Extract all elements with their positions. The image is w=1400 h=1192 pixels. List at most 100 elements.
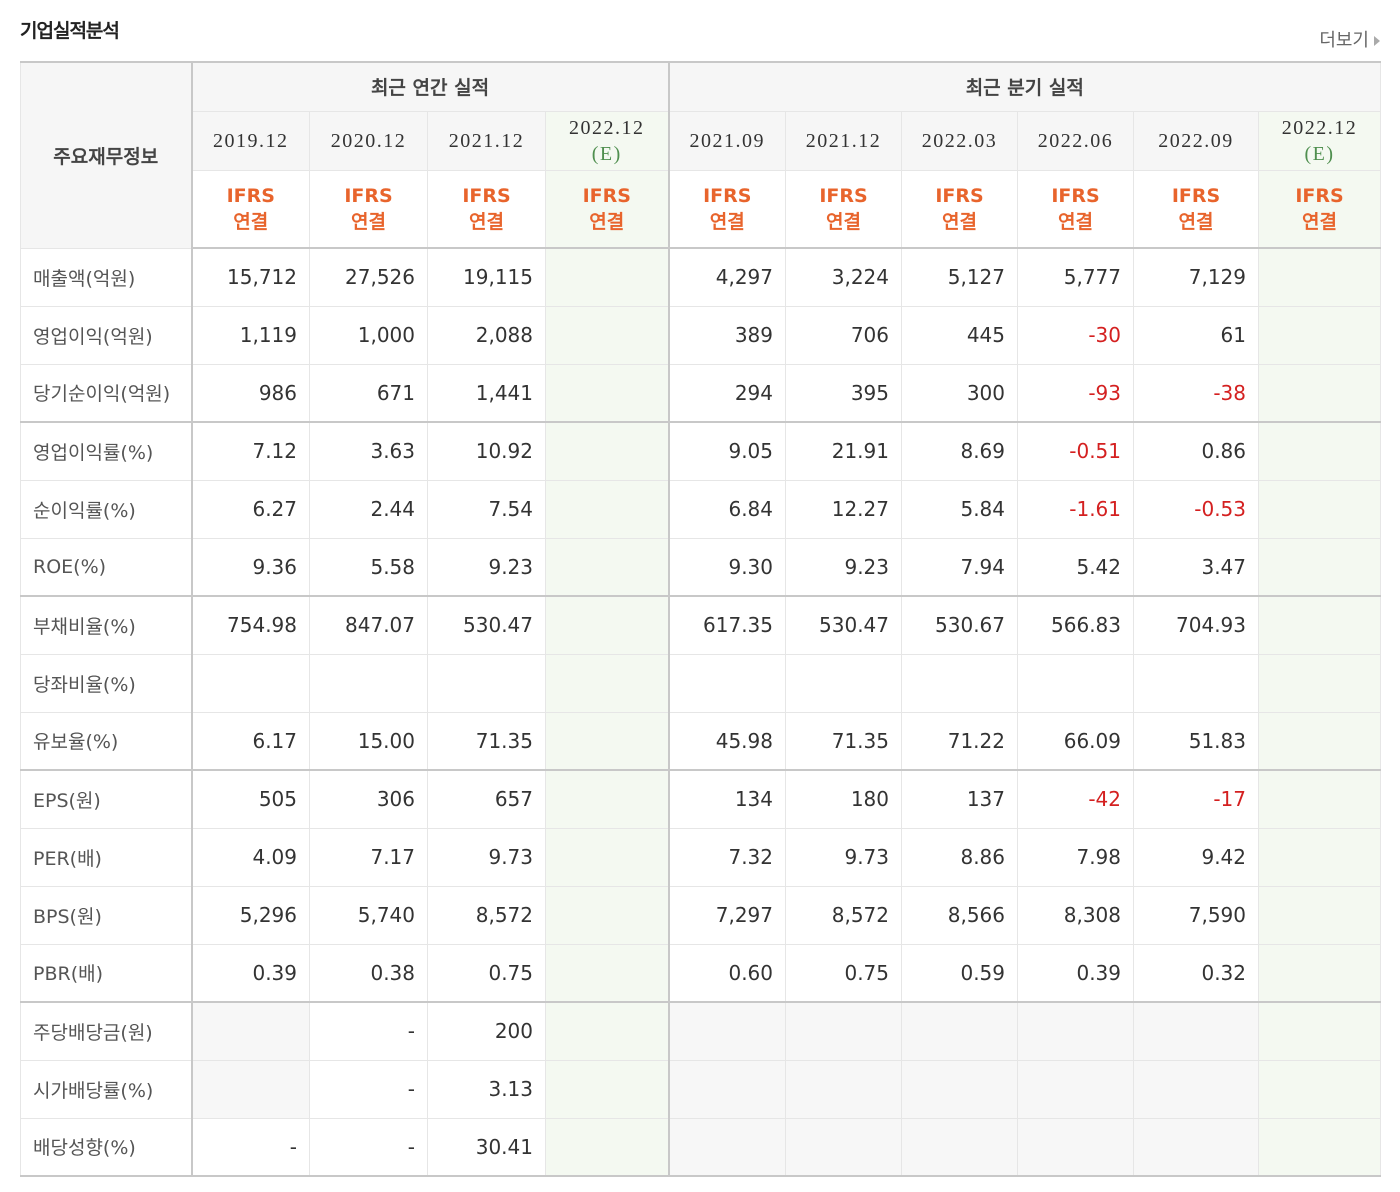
value-cell: - [309,1001,428,1061]
basis-line: IFRS [819,184,868,207]
value-cell: 15.00 [309,711,428,771]
value-cell [545,421,669,481]
value-cell [191,653,310,713]
value-cell: 530.47 [427,595,546,655]
value-cell [427,653,546,713]
value-cell: 5,127 [901,247,1018,307]
value-cell: 134 [667,769,786,829]
row-label: 주당배당금(원) [20,1001,193,1061]
value-cell [1258,711,1381,771]
row-label: 매출액(억원) [20,247,193,307]
value-cell [1017,1001,1134,1061]
estimate-mark: (E) [1304,142,1335,165]
value-cell: 3.63 [309,421,428,481]
basis-line: 연결 [709,210,745,233]
group-header: 최근 연간 실적 [191,61,669,112]
value-cell: 5.42 [1017,537,1134,597]
value-cell: 657 [427,769,546,829]
value-cell [1133,1117,1259,1177]
value-cell: 7,129 [1133,247,1259,307]
data-row: ROE(%) 9.36 5.58 9.23 9.30 9.23 7.94 5.42 3.47 [20,537,1381,597]
row-label: 배당성향(%) [20,1117,193,1177]
basis-line: IFRS [462,184,511,207]
more-link[interactable]: 더보기 [1319,26,1380,52]
value-cell: 0.32 [1133,943,1259,1003]
value-cell: 8,566 [901,885,1018,945]
value-cell: 2,088 [427,305,546,365]
basis-line: 연결 [469,210,504,233]
value-cell: 7.98 [1017,827,1134,887]
value-cell: -42 [1017,769,1134,829]
row-label: PBR(배) [20,943,193,1003]
value-cell: -1.61 [1017,479,1134,539]
value-cell [545,305,669,365]
value-cell [1258,595,1381,655]
estimate-mark: (E) [591,142,622,165]
basis-header: IFRS 연결 [191,169,310,249]
period: 2022.03 [921,129,998,152]
value-cell: 0.59 [901,943,1018,1003]
value-cell [667,1001,786,1061]
value-cell: - [309,1059,428,1119]
row-label: 당기순이익(억원) [20,363,193,423]
value-cell: 9.73 [427,827,546,887]
value-cell: 1,000 [309,305,428,365]
value-cell [1017,1117,1134,1177]
row-label: PER(배) [20,827,193,887]
value-cell: - [191,1117,310,1177]
value-cell [545,247,669,307]
value-cell: 3.13 [427,1059,546,1119]
data-row: 주당배당금(원) -200 [20,1001,1381,1061]
value-cell: 4,297 [667,247,786,307]
value-cell: 45.98 [667,711,786,771]
value-cell: 4.09 [191,827,310,887]
value-cell: 5,296 [191,885,310,945]
value-cell: 7.32 [667,827,786,887]
value-cell: -0.53 [1133,479,1259,539]
basis-line: 연결 [233,210,269,233]
value-cell: 671 [309,363,428,423]
value-cell [1258,653,1381,713]
period: 2022.12 [1281,116,1358,139]
value-cell [1133,653,1259,713]
data-row: 시가배당률(%) -3.13 [20,1059,1381,1119]
period: 2021.12 [805,129,882,152]
value-cell [1258,537,1381,597]
value-cell: 300 [901,363,1018,423]
value-cell: 3.47 [1133,537,1259,597]
value-cell [309,653,428,713]
value-cell [667,1059,786,1119]
value-cell [545,595,669,655]
value-cell [1258,305,1381,365]
value-cell [545,769,669,829]
basis-header: IFRS 연결 [1133,169,1259,249]
value-cell [901,1117,1018,1177]
period-header: 2021.12 [785,110,902,171]
value-cell: 0.60 [667,943,786,1003]
value-cell: 21.91 [785,421,902,481]
value-cell [545,537,669,597]
basis-header: IFRS 연결 [1017,169,1134,249]
value-cell: 395 [785,363,902,423]
row-label: 영업이익(억원) [20,305,193,365]
value-cell: 617.35 [667,595,786,655]
row-label: 유보율(%) [20,711,193,771]
value-cell: 10.92 [427,421,546,481]
basis-header: IFRS 연결 [785,169,902,249]
value-cell [1258,885,1381,945]
value-cell [785,1059,902,1119]
basis-line: IFRS [226,184,275,207]
value-cell: 71.35 [785,711,902,771]
value-cell [545,711,669,771]
value-cell: 5,777 [1017,247,1134,307]
value-cell: 445 [901,305,1018,365]
row-label: BPS(원) [20,885,193,945]
value-cell [545,653,669,713]
value-cell: -17 [1133,769,1259,829]
period: 2021.09 [689,129,765,152]
period: 2019.12 [213,129,289,152]
value-cell: 0.38 [309,943,428,1003]
value-cell: 9.05 [667,421,786,481]
value-cell: 61 [1133,305,1259,365]
period: 2022.06 [1037,129,1114,152]
